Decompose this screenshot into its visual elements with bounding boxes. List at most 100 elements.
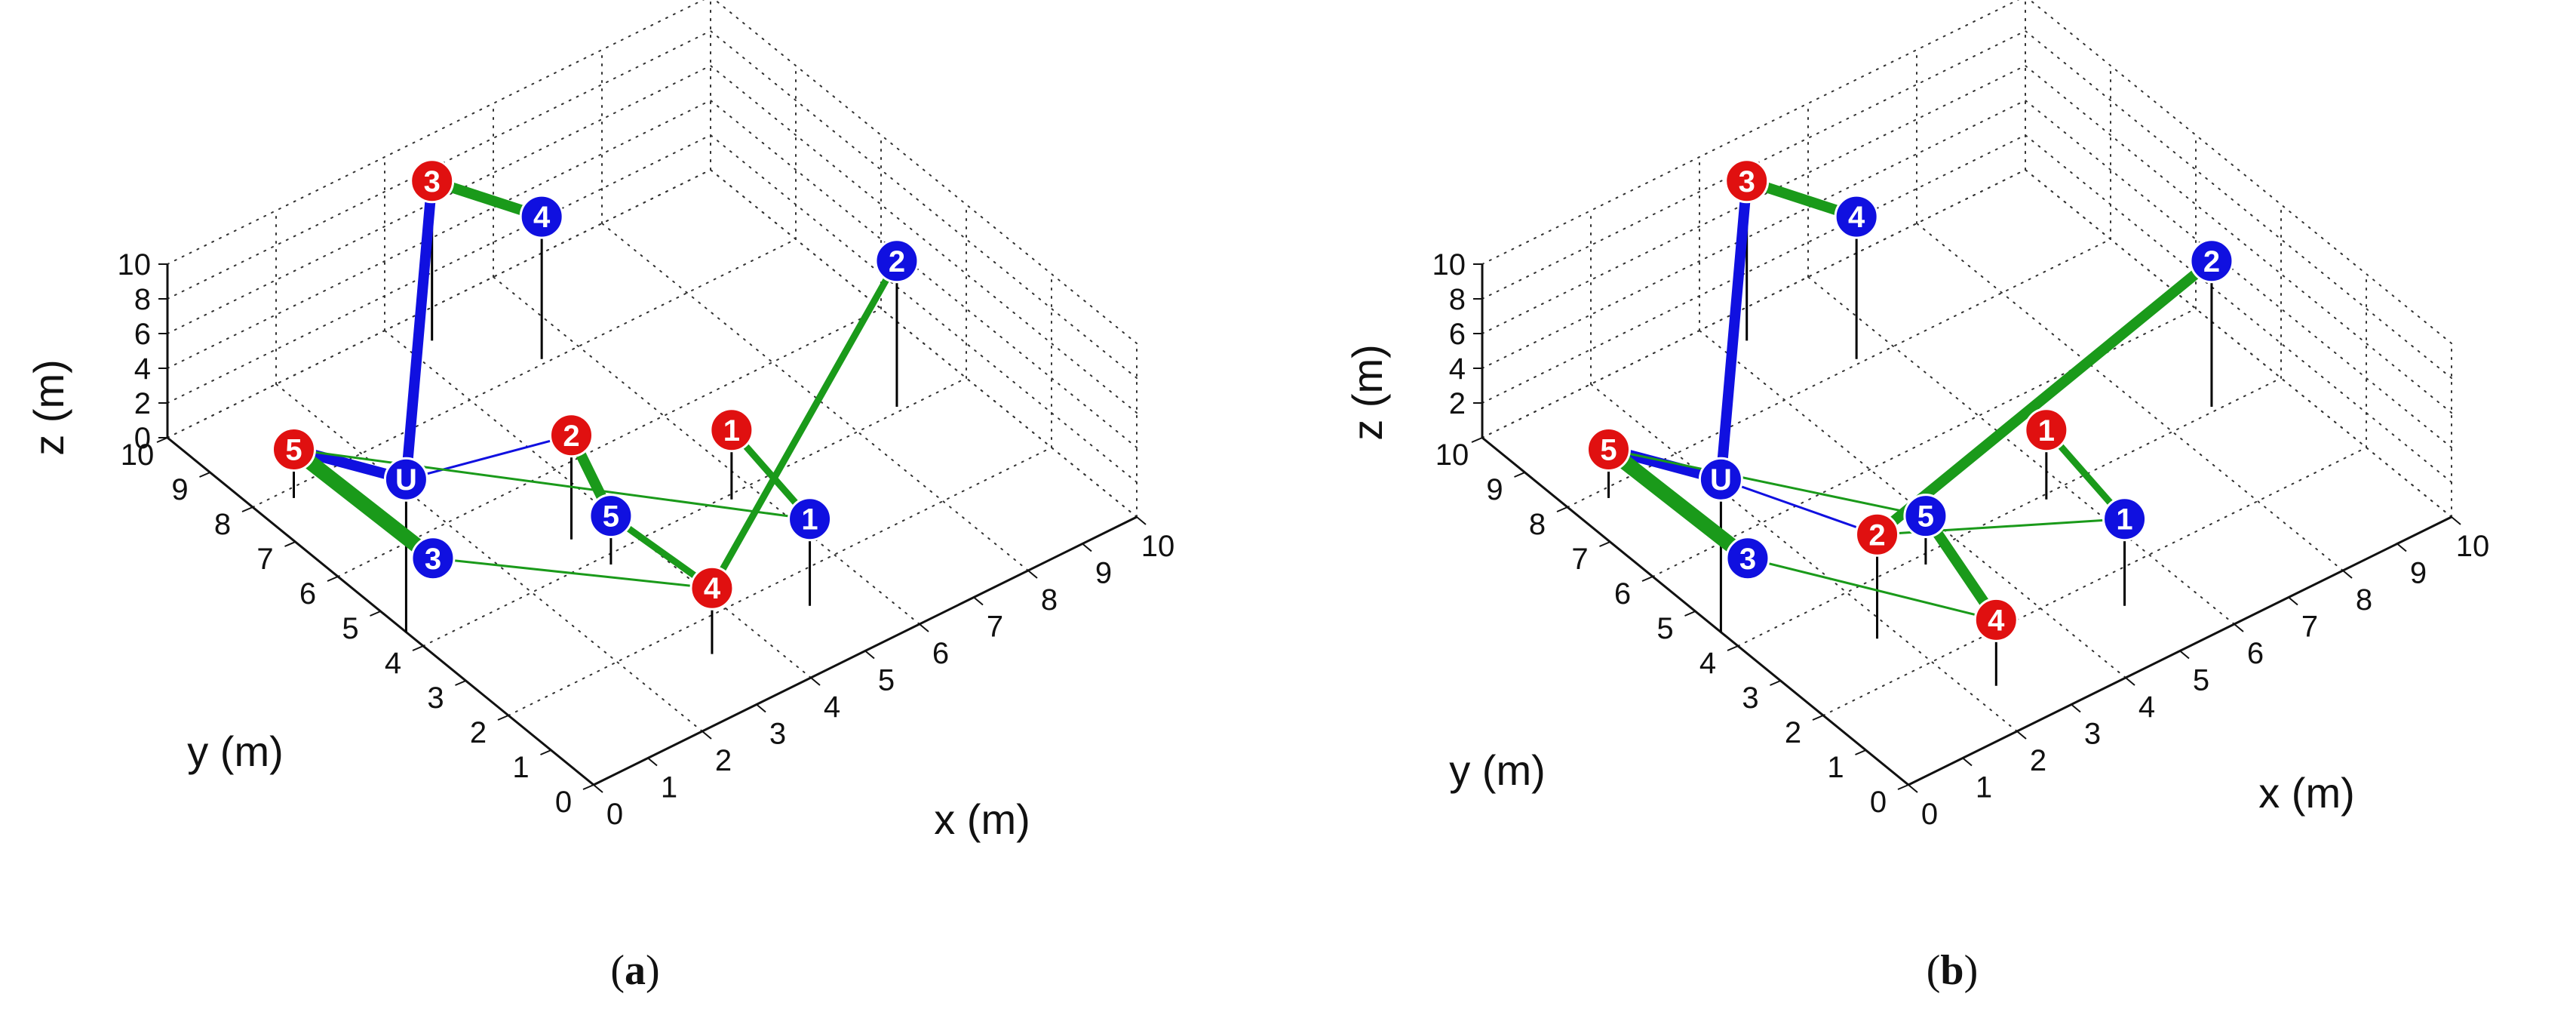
panel-b-x-axis-label: x (m)	[2258, 769, 2355, 817]
a-node-label: 5	[603, 500, 619, 534]
b-side-wall-grid-z	[2028, 0, 2452, 344]
a-y-tick-mark	[241, 506, 253, 512]
a-node-b2: 2	[874, 238, 920, 284]
b-node-b3: 3	[1725, 536, 1770, 581]
a-y-tick-mark	[582, 784, 594, 790]
a-side-wall-grid-z	[710, 169, 1138, 518]
b-back-wall-grid-z	[1481, 65, 2026, 334]
a-node-label: 1	[801, 503, 818, 537]
b-y-tick-label: 10	[1435, 438, 1469, 472]
a-side-wall-grid-z	[710, 30, 1138, 379]
b-node-b2: 2	[2189, 238, 2234, 284]
a-node-marker	[709, 408, 754, 453]
b-y-tick-mark	[1556, 506, 1568, 512]
b-side-wall-grid-z	[2025, 169, 2452, 518]
a-x-tick-label: 4	[824, 691, 840, 724]
panel-a-caption: (a)	[610, 947, 659, 994]
a-floor-grid-y	[252, 238, 797, 508]
b-node-label: 2	[2203, 245, 2220, 278]
b-y-tick-label: 2	[1785, 716, 1801, 749]
b-edge-r5-b5	[1607, 448, 1927, 518]
b-x-tick-label: 3	[2084, 718, 2101, 751]
b-node-b4: 4	[1834, 194, 1879, 239]
a-z-tick-label: 0	[134, 422, 151, 455]
a-node-r2: 2	[549, 413, 594, 458]
a-side-wall-grid-z	[710, 65, 1138, 414]
b-x-tick-label: 8	[2356, 583, 2372, 617]
b-back-wall-grid-z	[1481, 169, 2026, 438]
b-y-tick-mark	[1599, 541, 1610, 547]
b-x-tick-label: 0	[1921, 798, 1938, 831]
a-x-tick-label: 9	[1095, 557, 1112, 590]
b-side-wall-grid-z	[2025, 100, 2452, 448]
b-back-wall-grid-z	[1481, 30, 2026, 300]
b-node-label: 4	[1988, 604, 2005, 637]
b-back-wall-grid-z	[1481, 134, 2026, 404]
a-node-label: U	[395, 463, 417, 497]
a-floor-grid-x	[275, 383, 703, 732]
b-side-wall-grid-z	[2025, 65, 2452, 414]
b-node-r5: 5	[1586, 427, 1631, 472]
panel-b-stems	[1607, 180, 2213, 686]
b-node-label: 1	[2038, 414, 2055, 448]
b-node-label: 1	[2116, 503, 2132, 537]
b-x-tick-label: 2	[2030, 744, 2046, 777]
a-x-tick-mark	[919, 623, 929, 632]
b-node-marker	[1903, 494, 1948, 539]
b-z-tick-label: 2	[1449, 387, 1466, 420]
a-x-tick-mark	[647, 757, 658, 767]
a-node-marker	[689, 565, 735, 611]
a-node-b5: 5	[588, 494, 634, 539]
a-back-wall-grid-z	[167, 30, 711, 300]
b-x-tick-mark	[2342, 570, 2353, 579]
a-x-tick-mark	[702, 731, 712, 740]
b-node-label: 3	[1739, 165, 1755, 198]
b-y-tick-label: 6	[1614, 577, 1631, 611]
b-floor-grid-y	[1822, 447, 2367, 716]
panel-b-y-axis-label: y (m)	[1449, 746, 1546, 794]
a-x-tick-mark	[593, 784, 603, 793]
b-back-wall-grid-z	[1481, 100, 2026, 369]
b-x-tick-label: 10	[2456, 530, 2490, 563]
b-side-wall-grid-z	[2025, 30, 2452, 379]
a-z-tick-label: 6	[134, 318, 151, 351]
a-node-b1: 1	[788, 497, 833, 542]
b-y-tick-label: 7	[1571, 543, 1588, 576]
a-floor-grid-x	[601, 223, 1029, 571]
b-side-wall-grid-z	[2025, 134, 2452, 483]
b-x-tick-mark	[2396, 543, 2407, 552]
a-node-label: 2	[563, 420, 579, 453]
a-node-r1: 1	[709, 408, 754, 453]
a-y-tick-mark	[284, 541, 296, 547]
b-node-marker	[1855, 512, 1900, 557]
a-y-tick-mark	[497, 715, 509, 721]
a-node-marker	[549, 413, 594, 458]
a-back-wall-grid-z	[167, 0, 705, 265]
a-node-label: 4	[704, 572, 721, 605]
a-node-label: 3	[424, 165, 441, 198]
b-node-marker	[1586, 427, 1631, 472]
b-x-tick-mark	[2125, 677, 2135, 686]
a-node-label: 5	[285, 434, 302, 467]
panel-b-grid	[1481, 0, 2452, 786]
a-side-wall-grid-z	[710, 134, 1138, 483]
a-y-tick-label: 3	[427, 681, 444, 715]
a-back-wall-grid-z	[167, 100, 711, 369]
b-y-tick-mark	[1641, 576, 1653, 582]
panel-a-nodes: U 1 2 3 4 5 1 2 3 4 5	[272, 158, 920, 611]
a-y-tick-label: 7	[256, 543, 273, 576]
a-x-tick-mark	[756, 703, 766, 713]
b-y-tick-mark	[1684, 611, 1696, 617]
panel-a-x-axis-label: x (m)	[934, 795, 1030, 843]
b-y-tick-label: 4	[1699, 647, 1716, 680]
b-y-tick-mark	[1897, 784, 1909, 790]
panel-a-grid	[167, 0, 1138, 786]
b-y-tick-mark	[1855, 749, 1866, 755]
a-back-wall-grid-z	[167, 65, 711, 334]
a-node-marker	[383, 457, 428, 502]
a-edge-u-r2	[404, 434, 573, 481]
a-x-tick-mark	[1027, 570, 1038, 579]
